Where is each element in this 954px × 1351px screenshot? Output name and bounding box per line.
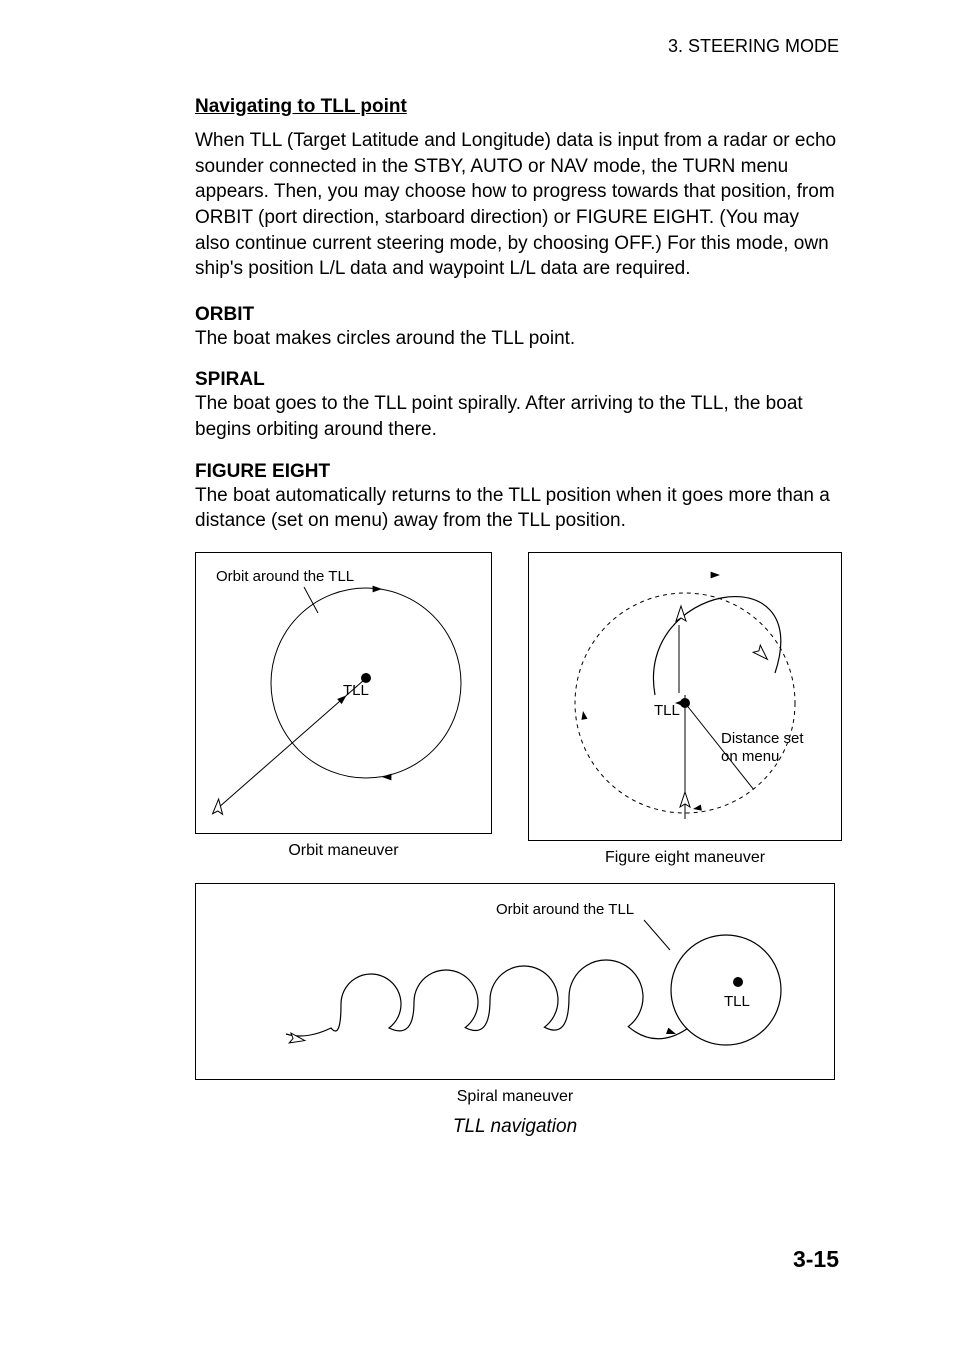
spiral-heading: SPIRAL (195, 369, 839, 391)
spiral-diagram-box: TLL Orbit around the TLL (195, 883, 835, 1080)
diagram-row-top: TLL Orbit around the TLL Orbit maneuver T… (195, 552, 839, 867)
svg-text:TLL: TLL (343, 682, 369, 699)
page-number: 3-15 (793, 1246, 839, 1273)
orbit-diagram: TLL Orbit around the TLL (196, 553, 491, 828)
page-content: Navigating to TLL point When TLL (Target… (195, 96, 839, 1138)
orbit-body: The boat makes circles around the TLL po… (195, 326, 839, 352)
intro-paragraph: When TLL (Target Latitude and Longitude)… (195, 128, 839, 282)
main-figure-caption: TLL navigation (195, 1116, 835, 1138)
svg-text:Orbit around the TLL: Orbit around the TLL (496, 901, 634, 918)
spiral-caption: Spiral maneuver (195, 1088, 835, 1106)
section-title: Navigating to TLL point (195, 96, 839, 118)
figure-eight-heading: FIGURE EIGHT (195, 461, 839, 483)
orbit-heading: ORBIT (195, 304, 839, 326)
orbit-diagram-block: TLL Orbit around the TLL Orbit maneuver (195, 552, 492, 860)
svg-text:TLL: TLL (724, 993, 750, 1010)
svg-text:Distance set: Distance set (721, 730, 804, 747)
spiral-body: The boat goes to the TLL point spirally.… (195, 391, 839, 442)
spiral-diagram: TLL Orbit around the TLL (196, 884, 836, 1074)
svg-text:TLL: TLL (654, 702, 680, 719)
svg-text:Orbit around the TLL: Orbit around the TLL (216, 568, 354, 585)
orbit-caption: Orbit maneuver (195, 842, 492, 860)
spiral-diagram-block: TLLOrbit around the TLL Spiral maneuver … (195, 883, 839, 1138)
figure8-diagram-box: TLL Distance seton menu (528, 552, 842, 841)
figure8-diagram: TLL Distance seton menu (529, 553, 841, 835)
orbit-diagram-box: TLL Orbit around the TLL (195, 552, 492, 834)
figure-eight-body: The boat automatically returns to the TL… (195, 483, 839, 534)
svg-text:on menu: on menu (721, 748, 779, 765)
chapter-header: 3. STEERING MODE (668, 36, 839, 57)
figure8-diagram-block: TLL Distance seton menu Figure eight mane… (528, 552, 842, 867)
figure8-caption: Figure eight maneuver (528, 849, 842, 867)
